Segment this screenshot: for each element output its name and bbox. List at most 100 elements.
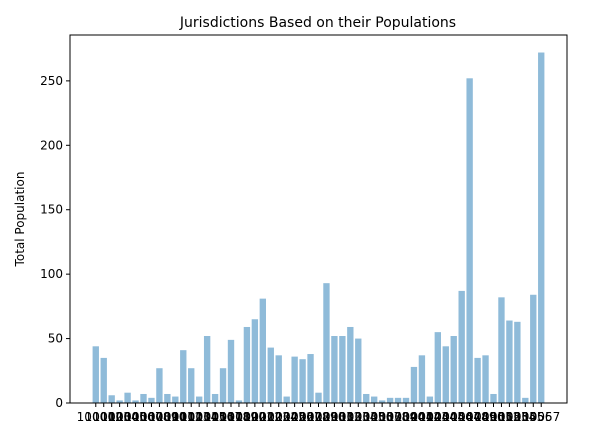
bar bbox=[164, 393, 171, 403]
x-tick-label: 10030 bbox=[307, 410, 345, 424]
bar bbox=[124, 392, 131, 403]
x-tick-label: 10003 bbox=[93, 410, 131, 424]
x-tick-label: 10034 bbox=[339, 410, 377, 424]
x-tick-label: 10045 bbox=[427, 410, 465, 424]
x-tick-label: 10029 bbox=[299, 410, 337, 424]
x-tick-label: 10036 bbox=[355, 410, 393, 424]
x-tick-label: 10005 bbox=[108, 410, 146, 424]
x-tick-label: 10011 bbox=[156, 410, 194, 424]
bar bbox=[156, 368, 163, 403]
bar bbox=[267, 347, 274, 403]
x-tick-label: 10044 bbox=[419, 410, 457, 424]
x-tick-label: 10049 bbox=[458, 410, 496, 424]
bar bbox=[339, 335, 346, 403]
x-tick-label: 10055 bbox=[506, 410, 544, 424]
bar bbox=[291, 356, 298, 403]
bar bbox=[211, 393, 219, 403]
x-tick-label: 10022 bbox=[244, 410, 282, 424]
x-tick-label: 10021 bbox=[236, 410, 274, 424]
x-tick-label: 10041 bbox=[395, 410, 433, 424]
bar bbox=[474, 357, 481, 403]
bar bbox=[219, 368, 227, 403]
bar bbox=[283, 396, 290, 403]
bar bbox=[275, 355, 282, 403]
bar bbox=[331, 335, 338, 403]
bar bbox=[347, 326, 354, 403]
y-axis-label: Total Population bbox=[13, 172, 27, 268]
x-tick-label: 10017 bbox=[204, 410, 242, 424]
bar bbox=[498, 297, 505, 403]
x-tick-label: 10046 bbox=[435, 410, 473, 424]
x-tick-label: 10023 bbox=[252, 410, 290, 424]
x-tick-label: 10048 bbox=[451, 410, 489, 424]
x-tick-label: 10040 bbox=[387, 410, 425, 424]
bar bbox=[227, 339, 235, 403]
x-tick-label: 10009 bbox=[140, 410, 178, 424]
bar bbox=[140, 393, 147, 403]
bar bbox=[188, 368, 195, 403]
bar bbox=[434, 332, 441, 403]
x-tick-label: 10002 bbox=[85, 410, 123, 424]
bar bbox=[355, 338, 362, 403]
bar bbox=[530, 294, 537, 403]
bar bbox=[116, 400, 123, 403]
x-tick-label: 10010 bbox=[148, 410, 186, 424]
bar bbox=[148, 397, 155, 403]
x-tick-label: 10013 bbox=[172, 410, 210, 424]
bar bbox=[299, 359, 306, 403]
bar bbox=[410, 366, 418, 403]
x-tick-label: 10025 bbox=[268, 410, 306, 424]
y-tick-label: 150 bbox=[40, 203, 63, 217]
x-tick-label: 10057 bbox=[522, 410, 560, 424]
x-tick-label: 10016 bbox=[196, 410, 234, 424]
bar bbox=[132, 400, 139, 403]
bar bbox=[323, 283, 330, 403]
x-tick-label: 10054 bbox=[498, 410, 536, 424]
x-tick-label: 10032 bbox=[323, 410, 361, 424]
x-tick-label: 10012 bbox=[164, 410, 202, 424]
bar bbox=[203, 335, 211, 403]
bar bbox=[466, 78, 473, 403]
x-tick-label: 10024 bbox=[260, 410, 298, 424]
chart-title: Jurisdictions Based on their Populations bbox=[179, 15, 456, 31]
x-tick-label: 10020 bbox=[228, 410, 266, 424]
bar bbox=[442, 346, 449, 403]
bar bbox=[196, 396, 203, 403]
x-tick-label: 10039 bbox=[379, 410, 417, 424]
x-tick-label: 10004 bbox=[101, 410, 139, 424]
bar bbox=[402, 397, 410, 403]
bar bbox=[315, 392, 322, 403]
x-tick-label: 10007 bbox=[124, 410, 162, 424]
bar bbox=[450, 335, 457, 403]
x-tick-label: 10038 bbox=[371, 410, 409, 424]
bar bbox=[180, 350, 187, 403]
x-tick-label: 10043 bbox=[411, 410, 449, 424]
plot-frame bbox=[69, 34, 568, 404]
bar bbox=[363, 393, 370, 403]
bar bbox=[514, 321, 521, 403]
x-tick-label: 10014 bbox=[180, 410, 218, 424]
bar bbox=[100, 357, 107, 403]
x-tick-label: 10056 bbox=[514, 410, 552, 424]
bar bbox=[172, 396, 179, 403]
bar bbox=[458, 290, 465, 403]
bar bbox=[482, 355, 489, 403]
bar bbox=[235, 400, 243, 403]
bar bbox=[426, 396, 434, 403]
x-tick-label: 10015 bbox=[188, 410, 226, 424]
bar bbox=[371, 396, 378, 403]
bar bbox=[522, 397, 529, 403]
bar bbox=[92, 346, 99, 403]
x-tick-label: 10019 bbox=[220, 410, 258, 424]
y-tick-label: 200 bbox=[40, 138, 63, 152]
x-tick-label: 10006 bbox=[116, 410, 154, 424]
x-tick-label: 10031 bbox=[315, 410, 353, 424]
bar bbox=[386, 397, 394, 403]
x-tick-label: 10050 bbox=[466, 410, 504, 424]
bar bbox=[490, 393, 497, 403]
x-tick-label: 10037 bbox=[363, 410, 401, 424]
bar bbox=[108, 395, 115, 403]
x-tick-label: 10018 bbox=[212, 410, 250, 424]
x-tick-label: 10035 bbox=[347, 410, 385, 424]
